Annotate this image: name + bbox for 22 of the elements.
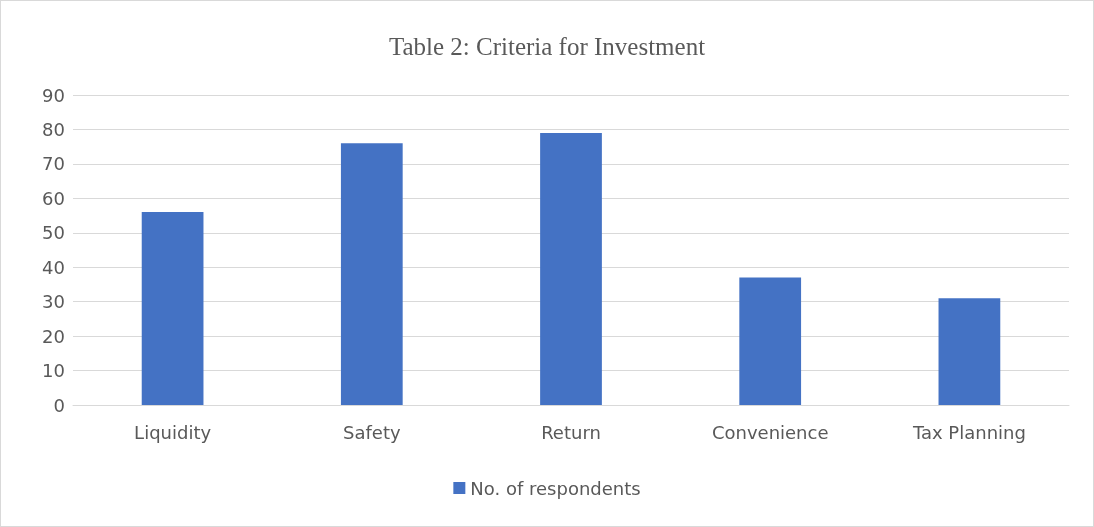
chart-title: Table 2: Criteria for Investment [388, 33, 706, 60]
bar [340, 143, 403, 405]
y-tick-label: 80 [42, 118, 65, 140]
x-tick-label: Convenience [711, 421, 829, 443]
bar [141, 212, 204, 405]
x-tick-label: Liquidity [134, 421, 212, 443]
y-tick-label: 50 [42, 222, 65, 244]
y-tick-label: 0 [53, 394, 65, 416]
y-tick-label: 30 [42, 291, 65, 313]
y-tick-label: 70 [42, 153, 65, 175]
y-tick-label: 20 [42, 325, 65, 347]
y-tick-label: 90 [42, 84, 65, 106]
legend-label: No. of respondents [470, 477, 641, 499]
bar [938, 298, 1001, 405]
x-tick-label: Return [541, 421, 601, 443]
y-tick-label: 10 [42, 360, 65, 382]
bar [540, 132, 602, 405]
x-tick-label: Tax Planning [911, 421, 1026, 443]
bar [739, 277, 802, 405]
x-tick-label: Safety [343, 421, 401, 443]
y-tick-label: 40 [42, 256, 65, 278]
y-tick-label: 60 [42, 187, 65, 209]
